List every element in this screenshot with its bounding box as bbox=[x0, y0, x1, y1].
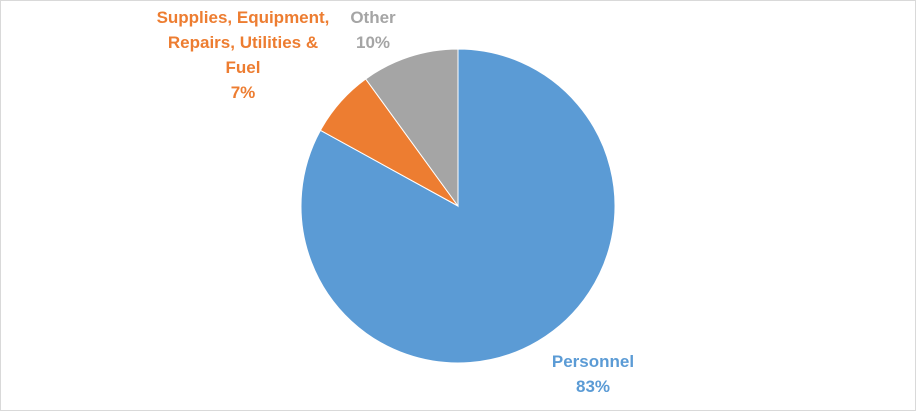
data-label: Other 10% bbox=[313, 5, 433, 55]
value-label: 83% bbox=[575, 377, 611, 396]
value-label: 10% bbox=[355, 33, 391, 52]
value-label: 7% bbox=[230, 83, 256, 102]
data-label: Supplies, Equipment, Repairs, Utilities … bbox=[156, 5, 331, 105]
data-label: Personnel 83% bbox=[523, 349, 663, 399]
category-label: Supplies, Equipment, Repairs, Utilities … bbox=[156, 8, 330, 77]
category-label: Personnel bbox=[551, 352, 635, 371]
pie-slice bbox=[365, 48, 459, 208]
category-label: Other bbox=[350, 8, 396, 27]
